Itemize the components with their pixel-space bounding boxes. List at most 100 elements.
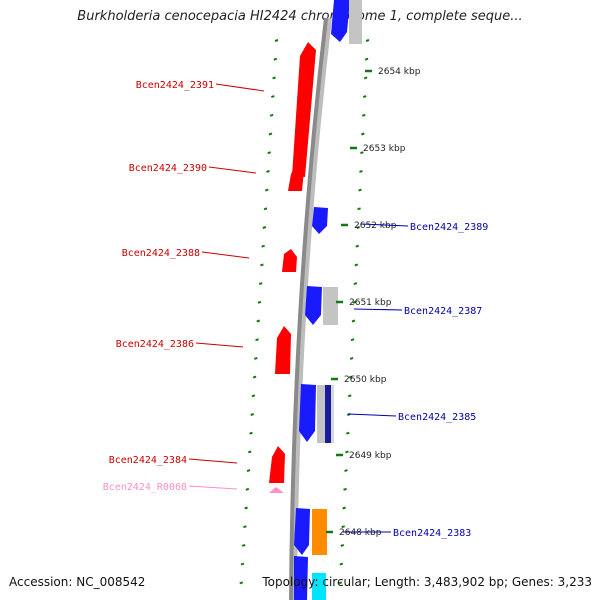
minor-tick-mark: [244, 506, 248, 510]
minor-tick-mark: [264, 188, 269, 192]
minor-tick-mark: [340, 543, 345, 547]
minor-tick-mark: [353, 282, 358, 286]
minor-tick-mark: [343, 487, 347, 491]
minor-tick-mark: [346, 431, 350, 435]
gene-bcen2424-2387: [305, 286, 322, 325]
gene-leader-line: [215, 83, 265, 92]
tick-label: 2648 kbp: [339, 528, 382, 538]
minor-tick-mark: [266, 169, 270, 173]
minor-tick-mark: [249, 431, 253, 435]
gene-label: Bcen2424_2391: [136, 80, 214, 91]
minor-tick-mark: [361, 113, 366, 117]
minor-tick-mark: [258, 282, 263, 286]
minor-tick-mark: [352, 300, 357, 304]
minor-tick-mark: [267, 151, 272, 155]
minor-tick-mark: [342, 506, 346, 510]
gene-bottom-blue: [294, 556, 308, 600]
minor-tick-mark: [362, 95, 367, 99]
gene-leader-line: [188, 485, 238, 490]
minor-tick-mark: [341, 525, 346, 529]
accession-label: Accession: NC_008542: [9, 575, 146, 589]
gene-bcen2424-2387-grey: [323, 287, 338, 325]
gene-bottom-cyan: [312, 573, 326, 600]
gene-leader-line: [201, 251, 250, 259]
gene-label: Bcen2424_2389: [410, 222, 488, 233]
gene-leader-line: [195, 342, 244, 348]
gene-bcen2424-2388: [282, 249, 297, 272]
gene-bcen2424-2385: [299, 384, 316, 442]
tick-label: 2651 kbp: [349, 298, 392, 308]
minor-tick-mark: [361, 132, 365, 136]
minor-tick-mark: [351, 319, 356, 323]
tick-label: 2654 kbp: [378, 67, 421, 77]
minor-tick-mark: [359, 169, 363, 173]
minor-tick-mark: [274, 39, 279, 42]
minor-tick-mark: [263, 207, 268, 211]
minor-tick-mark: [246, 469, 251, 473]
gene-leader-line: [208, 166, 257, 174]
minor-tick-mark: [273, 57, 278, 61]
minor-tick-mark: [239, 581, 244, 585]
gene-labels-right: Bcen2424_2389 Bcen2424_2387 Bcen2424_2385 B…: [343, 222, 488, 539]
minor-tick-mark: [364, 57, 369, 61]
minor-tick-mark: [268, 132, 273, 136]
gene-bcen2424-2391: [292, 42, 316, 177]
tick-marks-outer: [239, 39, 279, 585]
gene-label: Bcen2424_2387: [404, 306, 482, 317]
gene-leader-line: [353, 308, 403, 311]
minor-tick-mark: [251, 394, 256, 398]
minor-tick-mark: [240, 562, 245, 566]
minor-tick-mark: [355, 244, 360, 248]
minor-tick-mark: [356, 226, 360, 229]
minor-tick-mark: [349, 356, 354, 360]
tick-label: 2650 kbp: [344, 375, 387, 385]
gene-top-grey: [349, 0, 362, 44]
tick-labels: 2654 kbp 2653 kbp 2652 kbp 2651 kbp 2650 kbp…: [326, 67, 421, 538]
gene-bcen2424-2390: [288, 163, 304, 191]
minor-tick-mark: [271, 95, 275, 99]
minor-tick-mark: [250, 413, 255, 416]
minor-tick-mark: [365, 39, 370, 42]
forward-genes: [269, 42, 316, 493]
minor-tick-mark: [344, 469, 348, 473]
tick-label: 2652 kbp: [354, 221, 397, 231]
minor-tick-mark: [363, 76, 368, 80]
tick-label: 2653 kbp: [363, 144, 406, 154]
gene-top-blue: [331, 0, 350, 42]
gene-bcen2424-r0068: [269, 487, 284, 493]
minor-tick-mark: [261, 244, 265, 248]
gene-label: Bcen2424_R0068: [103, 482, 187, 493]
gene-leader-line: [360, 223, 409, 227]
minor-tick-mark: [348, 375, 353, 379]
minor-tick-mark: [345, 450, 349, 454]
gene-bcen2424-2383-orange: [312, 509, 327, 555]
minor-tick-mark: [350, 338, 355, 342]
gene-bcen2424-2384: [269, 446, 285, 483]
minor-tick-mark: [245, 487, 250, 491]
gene-bcen2424-2385-dark: [325, 385, 331, 443]
gene-label: Bcen2424_2388: [122, 248, 200, 259]
gene-label: Bcen2424_2384: [109, 455, 187, 466]
gene-bcen2424-2385-grey: [317, 385, 325, 443]
minor-tick-mark: [247, 450, 252, 454]
gene-bcen2424-2389: [312, 207, 328, 234]
minor-tick-mark: [260, 263, 264, 267]
gene-label: Bcen2424_2385: [398, 412, 476, 423]
sequence-title: Burkholderia cenocepacia HI2424 chromoso…: [77, 9, 523, 24]
minor-tick-mark: [257, 300, 262, 304]
gene-leader-line: [188, 458, 238, 464]
gene-labels-left: Bcen2424_2391 Bcen2424_2390 Bcen2424_2388 B…: [103, 80, 265, 493]
minor-tick-mark: [272, 76, 276, 80]
minor-tick-mark: [358, 188, 362, 192]
gene-bcen2424-2385-grey2: [331, 385, 334, 443]
gene-label: Bcen2424_2383: [393, 528, 471, 539]
minor-tick-mark: [338, 581, 343, 585]
reverse-genes: [294, 0, 362, 600]
minor-tick-mark: [243, 525, 247, 529]
minor-tick-mark: [269, 113, 274, 117]
gene-bcen2424-2383: [294, 508, 310, 555]
tick-label: 2649 kbp: [349, 451, 392, 461]
gene-leader-line: [347, 413, 397, 417]
sequence-backbone: [289, 17, 328, 600]
